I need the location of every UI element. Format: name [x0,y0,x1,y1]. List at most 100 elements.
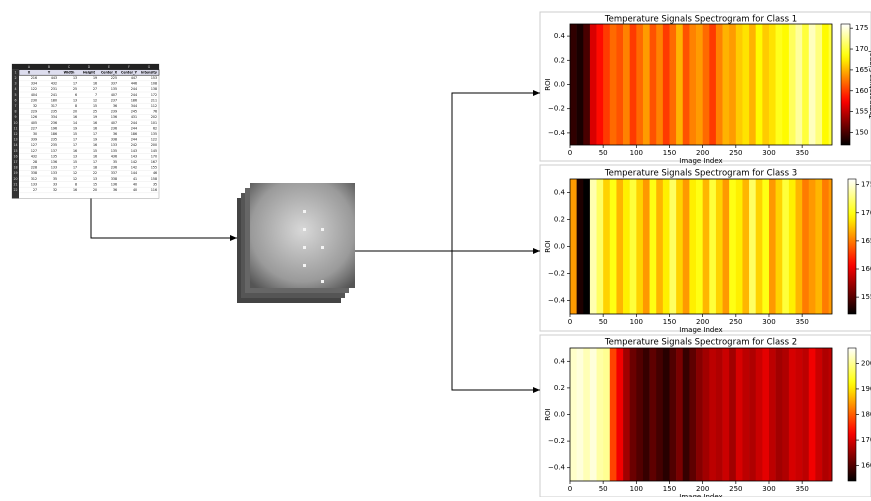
colorbar-tick-label: 170 [855,45,868,53]
heat-column [749,24,757,145]
heat-column [782,24,790,145]
cell: 15 [93,149,97,153]
heat-column [576,348,584,481]
heat-column [755,179,763,314]
heat-column [570,348,577,481]
column-letter: A [28,65,31,69]
cell: 142 [131,160,137,164]
heat-column [609,348,617,481]
cell: 25 [73,87,77,91]
heat-column [762,24,770,145]
heat-column [676,348,684,481]
cell: 338 [31,171,37,175]
heat-column [822,348,829,481]
cell: 231 [51,87,57,91]
column-letter: G [148,65,151,69]
cell: 229 [31,110,37,114]
cell: 15 [73,160,77,164]
heat-column [656,179,664,314]
heat-column [802,24,810,145]
heat-column [709,24,717,145]
colorbar-tick-label: 155 [861,293,871,301]
x-tick-label: 350 [795,149,808,157]
column-letter: E [108,65,110,69]
cell: 7 [95,93,97,97]
spectrogram-panel: 0 50 100 150 200 250 300 350 0.4 0.2 0.0 −0.2 −0.4 Te… [544,15,871,166]
heat-column [722,179,730,314]
cell: 108 [151,82,157,86]
cell: 244 [131,126,137,130]
heat-column [735,348,743,481]
cell: 40 [133,188,137,192]
y-tick-label: −0.4 [548,464,566,472]
cell: 16 [93,126,97,130]
x-tick-label: 300 [762,149,775,157]
y-tick-label: 0.4 [554,189,566,197]
cell: 236 [51,121,57,125]
heat-column [629,24,637,145]
cell: 244 [131,138,137,142]
cell: 127 [31,143,37,147]
cell: 15 [93,182,97,186]
cell: 16 [73,188,77,192]
cell: 136 [111,115,117,119]
cell: 236 [111,126,117,130]
cell: 35 [53,177,57,181]
row-number: 21 [13,182,17,186]
y-tick-label: 0.4 [554,32,566,40]
heat-column [669,179,677,314]
cell: 317 [51,104,57,108]
spectrogram-panel: 0 50 100 150 200 250 300 350 0.4 0.2 0.0 −0.2 −0.4 Te… [544,338,871,501]
cell: 135 [111,87,117,91]
x-axis-label: Image Index [679,157,722,165]
heat-column [682,24,690,145]
heat-column [755,348,763,481]
heat-column [782,348,790,481]
heat-column [768,24,776,145]
y-tick-label: 0.2 [554,56,565,64]
cell: 337 [111,82,117,86]
spectrogram-panel: 0 50 100 150 200 250 300 350 0.4 0.2 0.0 −0.2 −0.4 Te… [544,169,871,335]
heat-column [676,179,684,314]
heat-column [828,179,833,314]
cell: 17 [73,166,77,170]
cell: 405 [31,121,37,125]
y-axis-label: ROI [544,408,552,420]
cell: 244 [131,87,137,91]
heat-column [669,24,677,145]
heat-column [709,179,717,314]
heat-column [768,179,776,314]
cell: 17 [93,160,97,164]
heat-column [603,179,611,314]
cell: 436 [111,154,117,158]
heat-column [662,179,670,314]
cell: 432 [31,154,37,158]
heat-column [808,348,816,481]
heat-column [722,348,730,481]
colorbar-tick-label: 175 [855,24,868,32]
colorbar-tick-label: 170 [861,209,871,217]
cell: 17 [73,82,77,86]
cell: 237 [111,98,117,102]
heat-column [669,348,677,481]
row-number: 6 [14,98,16,102]
heat-column [742,348,750,481]
header-cell: Height [83,70,95,74]
spreadsheet: A B C D E F G X Y Width Height Center_X Center_Y Inte… [11,63,160,199]
cell: 216 [31,76,37,80]
row-number: 20 [13,177,17,181]
cell: 133 [111,143,117,147]
heat-column [636,179,644,314]
cell: 8 [75,182,77,186]
row-number: 18 [13,166,17,170]
x-tick-label: 200 [696,485,709,493]
cell: 127 [31,149,37,153]
cell: 122 [151,138,157,142]
cell: 135 [111,149,117,153]
cell: 16 [73,149,77,153]
cell: 138 [151,87,157,91]
heat-column [788,348,796,481]
cell: 22 [93,171,97,175]
cell: 16 [93,121,97,125]
cell: 344 [131,104,137,108]
